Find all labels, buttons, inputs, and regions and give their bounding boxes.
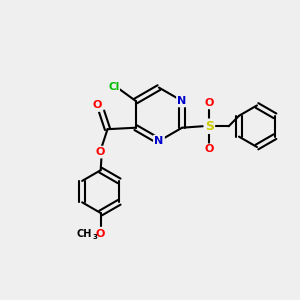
Text: O: O bbox=[205, 144, 214, 154]
Text: Cl: Cl bbox=[108, 82, 119, 92]
Text: S: S bbox=[205, 120, 214, 133]
Text: O: O bbox=[205, 98, 214, 108]
Text: N: N bbox=[154, 136, 164, 146]
Text: O: O bbox=[92, 100, 102, 110]
Text: O: O bbox=[96, 147, 105, 157]
Text: 3: 3 bbox=[93, 234, 98, 240]
Text: N: N bbox=[178, 96, 187, 106]
Text: O: O bbox=[96, 229, 105, 239]
Text: CH: CH bbox=[76, 229, 92, 239]
